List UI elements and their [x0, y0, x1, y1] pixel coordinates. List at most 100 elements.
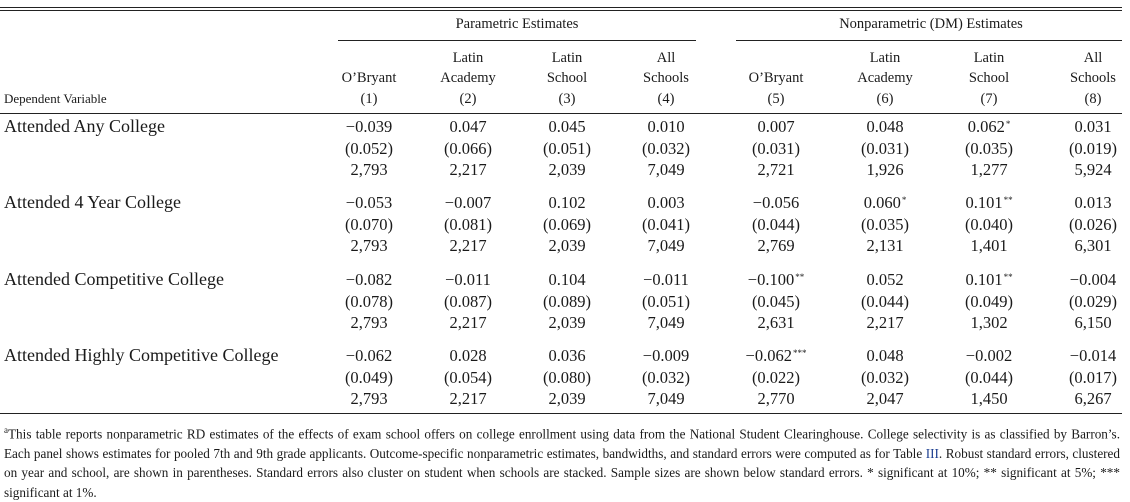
estimate-cell: −0.053 [315, 193, 423, 213]
estimate-value: −0.009 [642, 346, 690, 365]
standard-error-cell: (0.087) [443, 291, 493, 311]
estimate-cell: 0.045 [513, 117, 621, 137]
estimate-cell: 0.013 [1039, 193, 1130, 213]
estimate-value: 0.048 [866, 117, 904, 136]
sample-size-cell: 2,631 [757, 313, 795, 332]
standard-error-cell: (0.069) [542, 214, 592, 234]
column-header-5-num: (5) [767, 91, 785, 107]
standard-error-cell: (0.051) [641, 291, 691, 311]
estimate-value: 0.013 [1074, 193, 1112, 212]
row-label: Attended Any College [4, 116, 165, 136]
estimate-cell: 0.062* [935, 117, 1043, 137]
sample-size-cell: 2,217 [449, 160, 487, 179]
sample-size-cell: 2,793 [350, 313, 388, 332]
group-parametric-rule [338, 40, 696, 41]
standard-error-cell: (0.044) [860, 291, 910, 311]
standard-error-cell: (0.041) [641, 214, 691, 234]
sample-size-cell: 7,049 [647, 389, 685, 408]
sample-size-cell: 1,926 [866, 160, 904, 179]
standard-error-cell: (0.032) [641, 138, 691, 158]
estimate-value: 0.101 [965, 270, 1003, 289]
estimate-cell: −0.007 [414, 193, 522, 213]
standard-error-cell: (0.019) [1068, 138, 1118, 158]
sample-size-cell: 2,793 [350, 236, 388, 255]
estimate-cell: −0.014 [1039, 346, 1130, 366]
estimate-cell: 0.102 [513, 193, 621, 213]
estimate-value: 0.047 [449, 117, 487, 136]
estimate-value: −0.039 [345, 117, 393, 136]
estimate-value: −0.007 [444, 193, 492, 212]
estimate-value: 0.101 [965, 193, 1003, 212]
estimate-value: 0.052 [866, 270, 904, 289]
standard-error-cell: (0.044) [751, 214, 801, 234]
footnote-text-continued: . Robust standard errors, clustered on y… [4, 445, 1121, 500]
estimate-value: 0.028 [449, 346, 487, 365]
column-header-3-l2: School [546, 70, 588, 86]
column-header-4-l1: All [656, 50, 676, 66]
sample-size-cell: 2,769 [757, 236, 795, 255]
estimate-value: 0.104 [548, 270, 586, 289]
column-header-8-num: (8) [1084, 91, 1102, 107]
estimate-value: 0.048 [866, 346, 904, 365]
estimate-value: 0.031 [1074, 117, 1112, 136]
standard-error-cell: (0.026) [1068, 214, 1118, 234]
standard-error-cell: (0.031) [860, 138, 910, 158]
standard-error-cell: (0.049) [964, 291, 1014, 311]
standard-error-cell: (0.052) [344, 138, 394, 158]
sample-size-cell: 2,217 [449, 389, 487, 408]
sample-size-cell: 1,277 [970, 160, 1008, 179]
estimate-cell: 0.060* [831, 193, 939, 213]
sample-size-cell: 2,131 [866, 236, 904, 255]
estimate-cell: 0.104 [513, 270, 621, 290]
estimate-cell: 0.052 [831, 270, 939, 290]
estimate-cell: 0.028 [414, 346, 522, 366]
significance-stars: ** [795, 272, 805, 282]
estimate-cell: 0.007 [722, 117, 830, 137]
estimate-cell: −0.056 [722, 193, 830, 213]
estimate-value: −0.011 [643, 270, 689, 289]
significance-stars: ** [1003, 272, 1013, 282]
estimate-cell: −0.004 [1039, 270, 1130, 290]
row-label: Attended Competitive College [4, 269, 224, 289]
estimate-cell: 0.047 [414, 117, 522, 137]
column-header-6-num: (6) [876, 91, 894, 107]
sample-size-cell: 6,301 [1074, 236, 1112, 255]
column-header-2-l2: Academy [440, 70, 496, 86]
top-rule-second [0, 10, 1122, 11]
estimate-value: −0.014 [1069, 346, 1117, 365]
header-rule [0, 113, 1122, 114]
standard-error-cell: (0.066) [443, 138, 493, 158]
table-reference-link[interactable]: III [925, 445, 939, 461]
sample-size-cell: 1,302 [970, 313, 1008, 332]
column-header-3-num: (3) [558, 91, 576, 107]
estimate-value: −0.053 [345, 193, 393, 212]
sample-size-cell: 2,047 [866, 389, 904, 408]
estimate-value: −0.062 [745, 346, 792, 365]
row-label: Attended Highly Competitive College [4, 345, 279, 365]
group-nonparametric-rule [736, 40, 1122, 41]
estimate-cell: 0.036 [513, 346, 621, 366]
estimate-cell: −0.011 [414, 270, 522, 290]
estimate-cell: −0.002 [935, 346, 1043, 366]
sample-size-cell: 2,217 [449, 236, 487, 255]
significance-stars: * [1005, 119, 1011, 129]
column-header-4-l2: Schools [643, 70, 689, 86]
sample-size-cell: 7,049 [647, 236, 685, 255]
standard-error-cell: (0.035) [964, 138, 1014, 158]
estimate-cell: −0.009 [612, 346, 720, 366]
sample-size-cell: 6,150 [1074, 313, 1112, 332]
sample-size-cell: 2,039 [548, 236, 586, 255]
estimate-cell: 0.003 [612, 193, 720, 213]
sample-size-cell: 2,721 [757, 160, 795, 179]
column-header-3-l1: Latin [551, 50, 583, 66]
sample-size-cell: 7,049 [647, 313, 685, 332]
sample-size-cell: 1,401 [970, 236, 1008, 255]
dependent-variable-heading: Dependent Variable [4, 91, 107, 106]
estimate-value: 0.060 [863, 193, 901, 212]
estimate-value: −0.011 [445, 270, 491, 289]
estimate-value: 0.010 [647, 117, 685, 136]
estimate-value: −0.002 [965, 346, 1013, 365]
estimate-cell: 0.010 [612, 117, 720, 137]
estimate-value: 0.036 [548, 346, 586, 365]
